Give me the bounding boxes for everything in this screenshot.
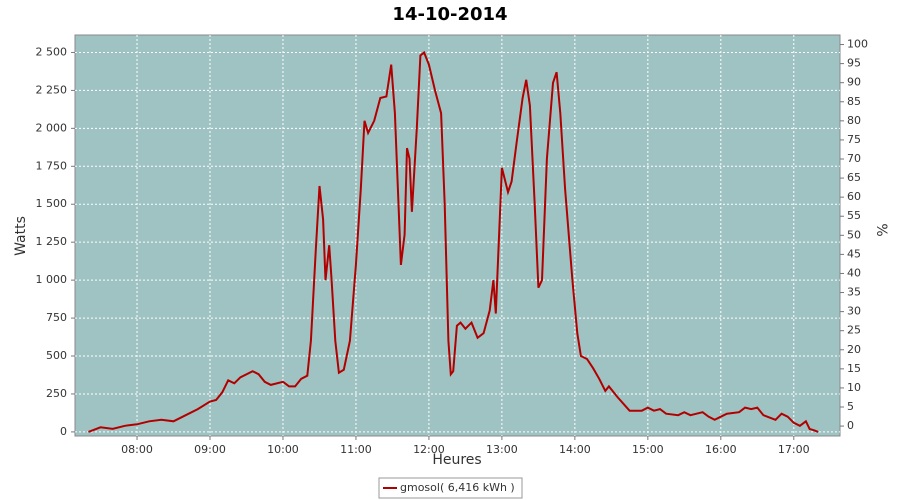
y2-tick-label: 90 <box>847 76 861 89</box>
x-tick-label: 09:00 <box>194 443 226 456</box>
x-tick-label: 14:00 <box>559 443 591 456</box>
x-tick-label: 13:00 <box>486 443 518 456</box>
y2-tick-label: 85 <box>847 95 861 108</box>
x-tick-label: 08:00 <box>121 443 153 456</box>
x-tick-label: 17:00 <box>778 443 810 456</box>
y2-tick-label: 55 <box>847 209 861 222</box>
y2-tick-label: 20 <box>847 343 861 356</box>
x-tick-label: 11:00 <box>340 443 372 456</box>
y2-tick-label: 25 <box>847 324 861 337</box>
x-tick-label: 15:00 <box>632 443 664 456</box>
y2-tick-label: 40 <box>847 266 861 279</box>
y2-tick-label: 65 <box>847 171 861 184</box>
x-tick-label: 12:00 <box>413 443 445 456</box>
y-tick-label: 2 250 <box>36 83 68 96</box>
y2-tick-label: 30 <box>847 305 861 318</box>
y-axis-label: Watts <box>13 216 29 256</box>
y2-tick-label: 15 <box>847 362 861 375</box>
y2-tick-label: 5 <box>847 400 854 413</box>
y2-tick-label: 95 <box>847 57 861 70</box>
y-tick-label: 1 500 <box>36 197 68 210</box>
y-tick-label: 2 500 <box>36 45 68 58</box>
y-tick-label: 2 000 <box>36 121 68 134</box>
y2-tick-label: 60 <box>847 190 861 203</box>
y-tick-label: 1 000 <box>36 273 68 286</box>
legend-label: gmosol( 6,416 kWh ) <box>400 481 515 494</box>
y2-tick-label: 75 <box>847 133 861 146</box>
y2-tick-label: 10 <box>847 381 861 394</box>
chart-title: 14-10-2014 <box>392 4 507 25</box>
y-tick-label: 250 <box>46 387 67 400</box>
y2-tick-label: 100 <box>847 38 868 51</box>
plot-area <box>74 34 841 437</box>
x-axis-label: Heures <box>432 452 481 468</box>
y-tick-label: 750 <box>46 311 67 324</box>
y2-tick-label: 0 <box>847 419 854 432</box>
y-tick-label: 0 <box>60 425 67 438</box>
y-tick-label: 1 250 <box>36 235 68 248</box>
y2-axis-label: % <box>873 223 889 236</box>
y-tick-label: 500 <box>46 349 67 362</box>
y2-tick-label: 45 <box>847 247 861 260</box>
legend-box <box>378 477 523 499</box>
y-tick-label: 1 750 <box>36 159 68 172</box>
x-tick-label: 10:00 <box>267 443 299 456</box>
y2-tick-label: 80 <box>847 114 861 127</box>
x-tick-label: 16:00 <box>705 443 737 456</box>
y2-tick-label: 70 <box>847 152 861 165</box>
y2-tick-label: 35 <box>847 286 861 299</box>
y2-tick-label: 50 <box>847 228 861 241</box>
data-line <box>88 50 819 433</box>
